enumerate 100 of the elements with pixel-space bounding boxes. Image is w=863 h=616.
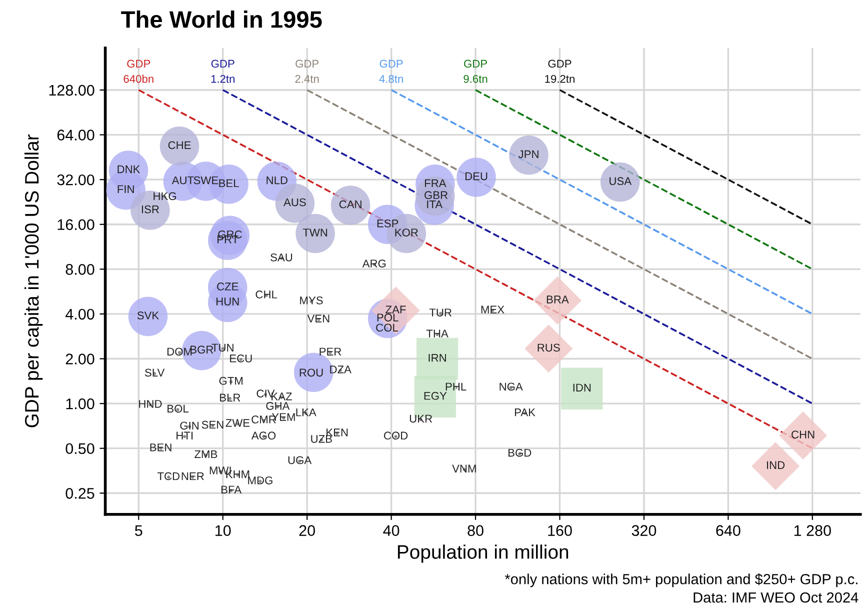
annotation: GHA — [266, 402, 290, 410]
annotation: CAN — [339, 200, 362, 208]
annotation: ZAF — [386, 306, 406, 314]
annotation: KOR — [395, 228, 418, 236]
annotation: DEU — [465, 172, 488, 180]
annotation: GBR — [424, 191, 448, 200]
y-axis-title: GDP per capita in 1'000 US Dollar — [24, 134, 43, 428]
annotation: UZB — [311, 435, 332, 443]
y-tick-label: 64.00 — [57, 130, 94, 140]
annotation: BGR — [190, 346, 214, 354]
annotation: AUT — [172, 176, 194, 184]
x-tick-label: 1 280 — [794, 525, 831, 536]
annotation: AGO — [251, 432, 276, 440]
series-label: GDP 19.2tn — [545, 60, 574, 83]
annotation: TWN — [302, 228, 328, 236]
annotation: BGD — [508, 448, 532, 457]
annotation: RUS — [538, 344, 560, 352]
series-label: GDP 1.2tn — [211, 60, 234, 83]
annotation: BEN — [150, 444, 172, 452]
annotation: NLD — [266, 176, 288, 184]
annotation: SEN — [202, 420, 224, 429]
annotation: FRA — [424, 179, 446, 188]
annotation: HND — [139, 400, 162, 408]
y-tick-label: 32.00 — [57, 174, 94, 186]
annotation: ROU — [300, 368, 323, 377]
x-tick-label: 20 — [299, 525, 315, 536]
annotation: SAU — [270, 253, 292, 262]
annotation: PAK — [514, 408, 536, 416]
annotation: HUN — [216, 298, 239, 306]
annotation: PHL — [446, 382, 466, 390]
x-tick-label: 5 — [134, 525, 142, 536]
annotation: HTI — [176, 432, 193, 440]
annotation: KEN — [326, 428, 348, 436]
annotation: IND — [767, 461, 785, 469]
annotation: TUR — [429, 308, 452, 316]
annotation: AUS — [284, 198, 306, 206]
annotation: CHN — [792, 430, 814, 438]
annotation: ISR — [142, 205, 159, 214]
annotation: BOL — [168, 404, 189, 413]
annotation: HKG — [154, 192, 176, 200]
annotation: MDG — [248, 476, 272, 484]
annotation: JPN — [518, 150, 538, 158]
x-tick-label: 10 — [216, 525, 231, 536]
x-axis-title: Population in million — [398, 544, 568, 563]
annotation: TCD — [157, 472, 180, 480]
annotation: CHE — [168, 141, 191, 150]
y-tick-label: 128.00 — [49, 84, 94, 96]
annotation: BEL — [219, 179, 239, 188]
annotation: BRA — [546, 296, 569, 304]
annotation: ESP — [377, 219, 398, 228]
annotation: UKR — [410, 414, 432, 423]
annotation: EGY — [424, 392, 447, 400]
series-label: GDP 9.6tn — [464, 60, 488, 83]
series-label: GDP 4.8tn — [379, 60, 403, 83]
annotation: VNM — [452, 464, 476, 472]
annotation: SWE — [194, 176, 218, 184]
x-tick-label: 40 — [383, 525, 400, 536]
y-tick-label: 0.50 — [66, 443, 94, 454]
annotation: BLR — [220, 394, 240, 402]
series-label: GDP 640bn — [124, 60, 154, 83]
text: Data: IMF WEO Oct 2024 — [694, 592, 858, 603]
y-tick-label: 4.00 — [65, 308, 94, 320]
annotation: IDN — [573, 384, 591, 392]
annotation: ITA — [427, 200, 443, 208]
annotation: PER — [320, 348, 342, 356]
annotation: IRN — [428, 354, 446, 362]
y-tick-label: 2.00 — [66, 354, 94, 364]
annotation: SVK — [137, 312, 159, 320]
annotation: FIN — [118, 185, 134, 193]
x-tick-label: 80 — [468, 525, 484, 536]
annotation: GIN — [180, 422, 198, 430]
series-label: GDP 2.4tn — [295, 60, 319, 83]
annotation: MYS — [300, 296, 323, 304]
annotation: CHL — [256, 290, 278, 298]
annotation: LKA — [296, 408, 316, 416]
chart-title: The World in 1995 — [121, 10, 322, 28]
annotation: DNK — [118, 165, 140, 174]
annotation: ZMB — [194, 450, 218, 458]
text: *only nations with 5m+ population and $250+ GDP p.c. — [504, 573, 858, 588]
annotation: UGA — [288, 456, 312, 464]
x-tick-label: 160 — [548, 525, 572, 536]
annotation: COL — [376, 324, 398, 332]
annotation: NER — [182, 472, 204, 480]
annotation: TUN — [212, 344, 234, 352]
annotation: VEN — [307, 314, 330, 322]
y-tick-label: 1.00 — [66, 398, 94, 410]
annotation: COD — [384, 432, 408, 440]
annotation: DZA — [330, 366, 352, 374]
annotation: ECU — [230, 354, 252, 362]
annotation: ARG — [362, 260, 386, 268]
annotation: USA — [610, 177, 632, 186]
annotation: CZE — [217, 282, 238, 290]
x-tick-label: 640 — [716, 525, 740, 536]
annotation: GTM — [219, 376, 243, 385]
y-tick-label: 0.25 — [66, 488, 94, 499]
annotation: BFA — [221, 486, 242, 494]
x-tick-label: 320 — [632, 525, 656, 536]
y-tick-label: 16.00 — [58, 219, 94, 230]
y-tick-label: 8.00 — [66, 264, 94, 275]
annotation: POL — [377, 314, 398, 322]
